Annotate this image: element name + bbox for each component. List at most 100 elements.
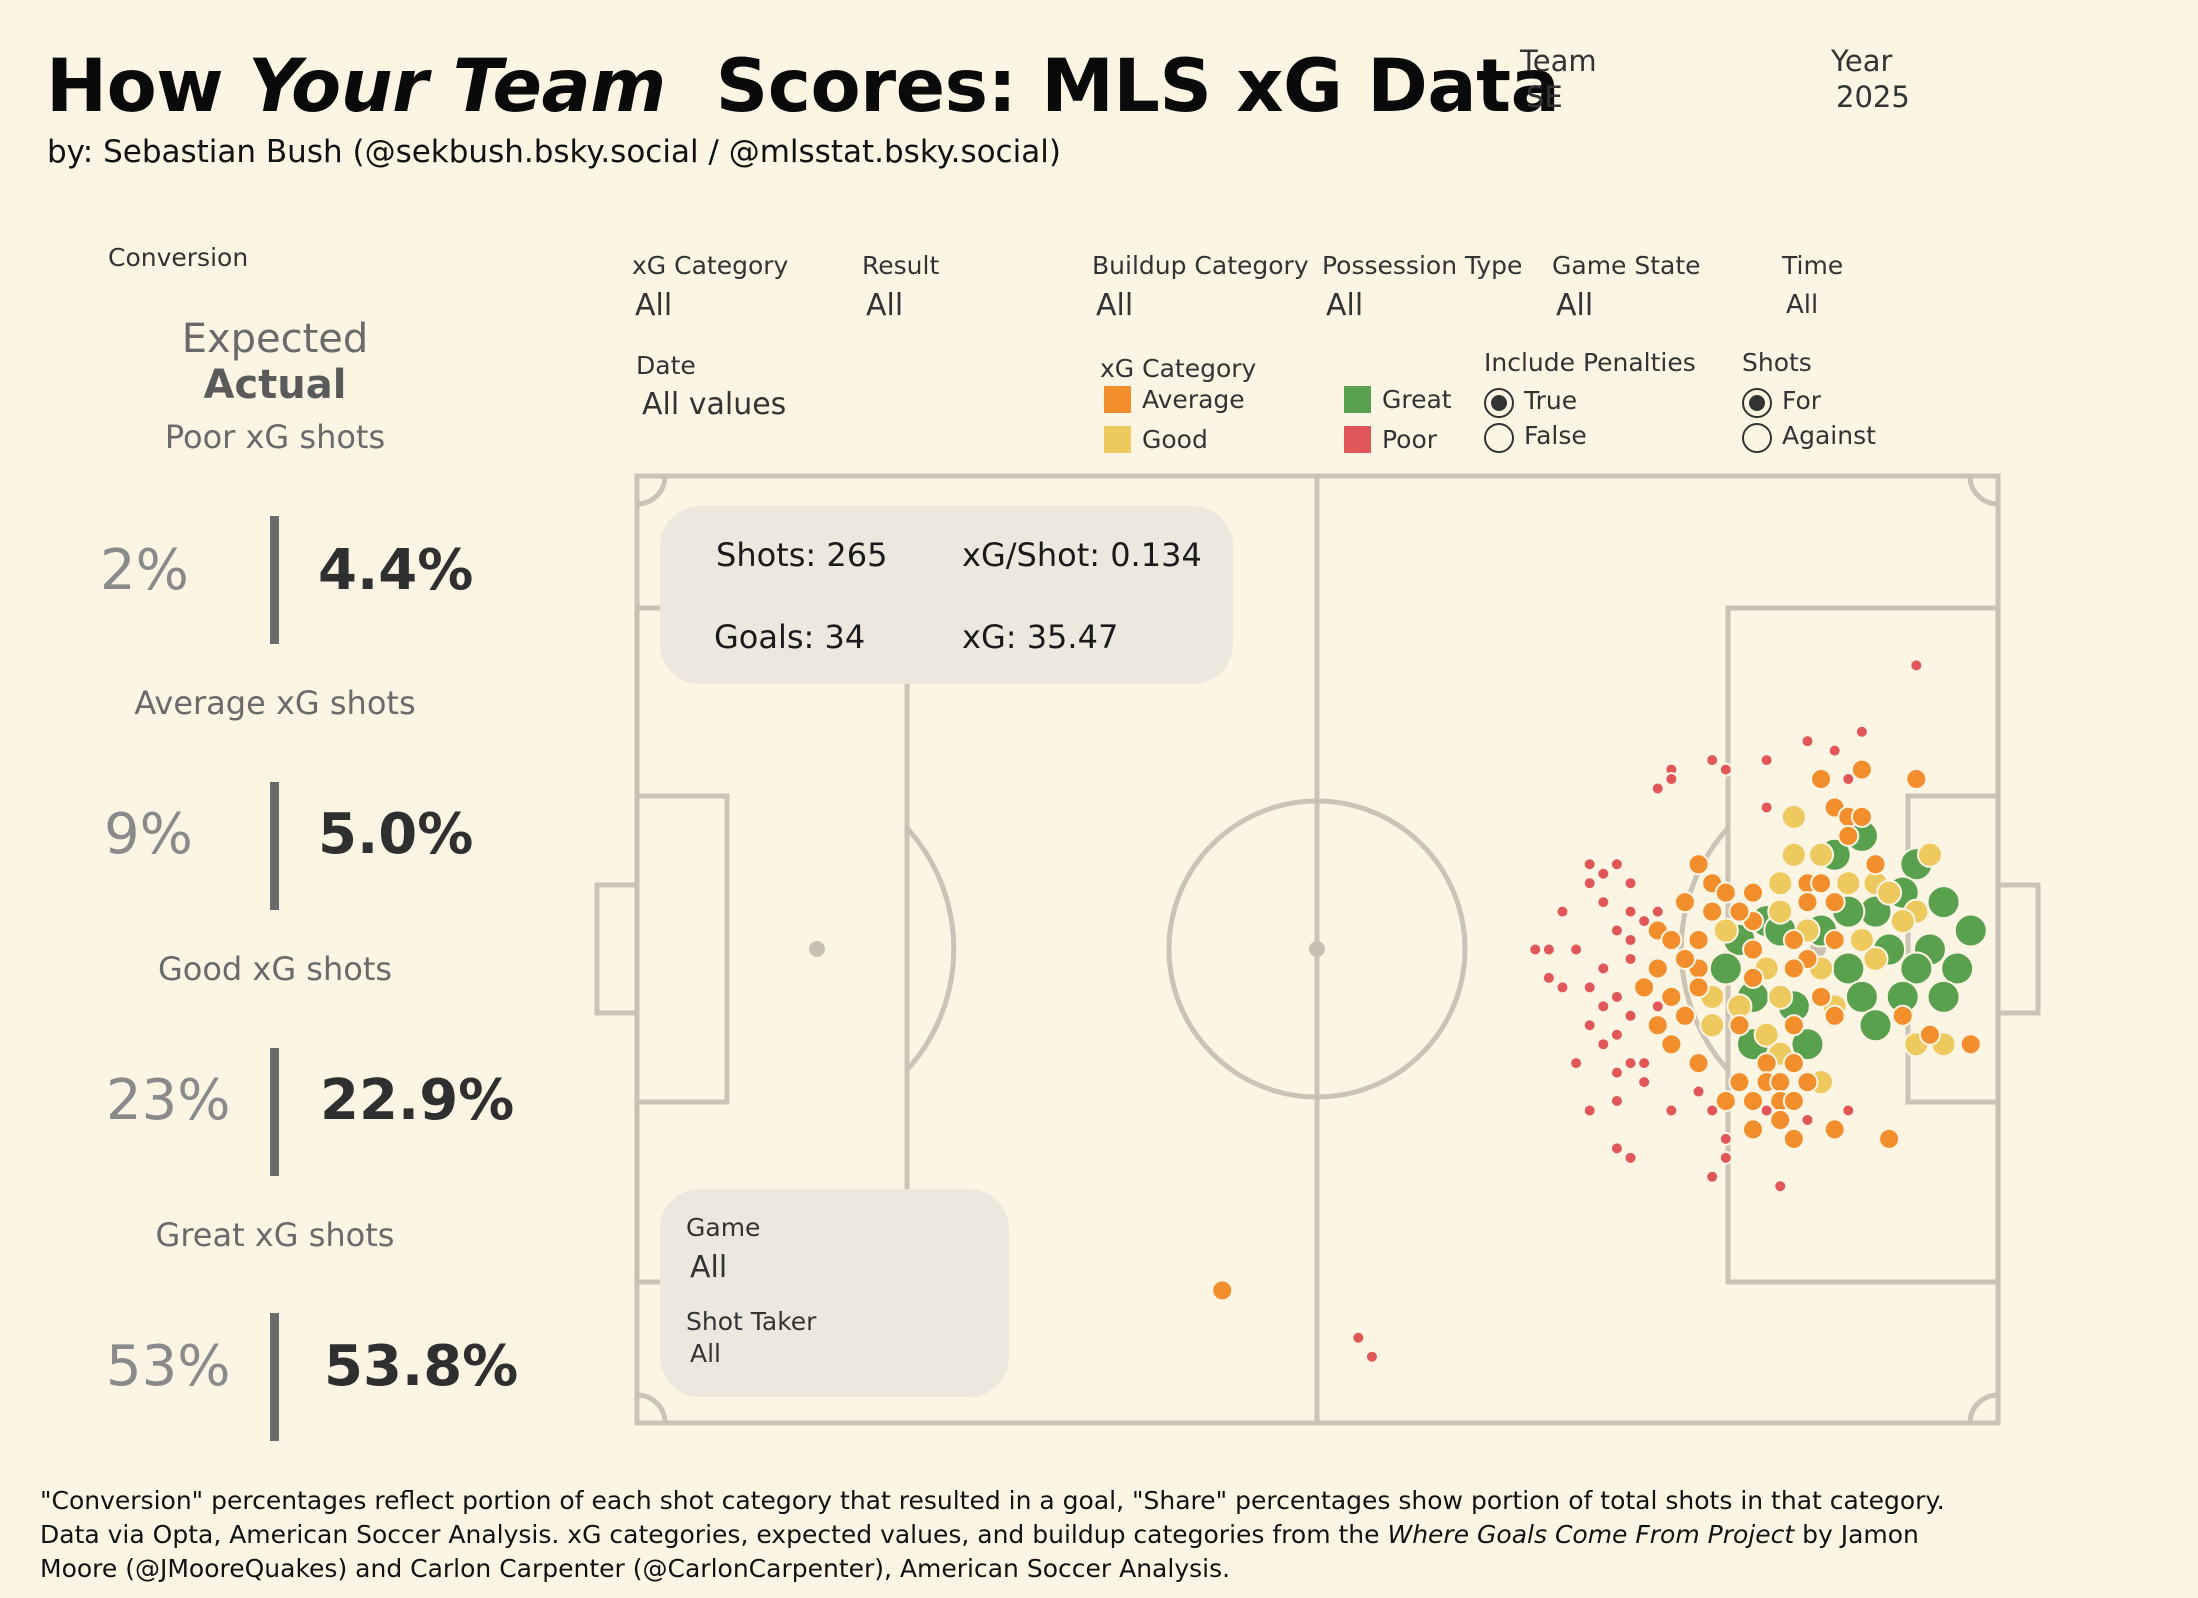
shot-point-poor[interactable]	[1623, 951, 1638, 966]
shot-point-poor[interactable]	[1718, 1131, 1733, 1146]
shot-point-good[interactable]	[1780, 803, 1807, 830]
shot-point-good[interactable]	[1862, 945, 1889, 972]
shot-point-poor[interactable]	[1827, 743, 1842, 758]
shot-point-average[interactable]	[1796, 1071, 1819, 1094]
shot-point-great[interactable]	[1899, 951, 1934, 986]
shot-point-average[interactable]	[1742, 966, 1765, 989]
shot-point-poor[interactable]	[1609, 1027, 1624, 1042]
shot-point-poor[interactable]	[1364, 1349, 1379, 1364]
shot-point-great[interactable]	[1926, 885, 1961, 920]
date-filter[interactable]: All values	[642, 387, 787, 422]
shot-point-poor[interactable]	[1609, 1141, 1624, 1156]
shot-point-average[interactable]	[1742, 1118, 1765, 1141]
shot-point-average[interactable]	[1850, 758, 1873, 781]
shot-point-poor[interactable]	[1705, 753, 1720, 768]
shot-point-good[interactable]	[1767, 983, 1794, 1010]
time-filter[interactable]: All	[1786, 290, 1819, 320]
shot-point-average[interactable]	[1633, 976, 1656, 999]
shot-point-poor[interactable]	[1650, 781, 1665, 796]
shot-point-average[interactable]	[1959, 1033, 1982, 1056]
shot-point-great[interactable]	[1926, 979, 1961, 1014]
shot-point-poor[interactable]	[1582, 857, 1597, 872]
game-filter[interactable]: All	[690, 1250, 728, 1285]
shot-point-average[interactable]	[1782, 1052, 1805, 1075]
shot-point-good[interactable]	[1889, 908, 1916, 935]
shot-point-poor[interactable]	[1609, 857, 1624, 872]
shot-point-poor[interactable]	[1623, 1150, 1638, 1165]
shots-for-label[interactable]: For	[1782, 386, 1822, 415]
shot-point-great[interactable]	[1858, 1008, 1893, 1043]
shot-point-great[interactable]	[1953, 913, 1988, 948]
shot-point-average[interactable]	[1796, 891, 1819, 914]
shot-point-poor[interactable]	[1623, 904, 1638, 919]
shot-point-poor[interactable]	[1800, 1112, 1815, 1127]
shot-point-poor[interactable]	[1541, 970, 1556, 985]
penalties-false-radio[interactable]	[1484, 423, 1514, 453]
shot-point-average[interactable]	[1823, 929, 1846, 952]
shot-point-poor[interactable]	[1582, 980, 1597, 995]
shot-point-average[interactable]	[1782, 929, 1805, 952]
possession-filter[interactable]: All	[1326, 288, 1364, 323]
shot-point-good[interactable]	[1712, 917, 1739, 944]
shot-point-poor[interactable]	[1609, 1065, 1624, 1080]
shot-point-average[interactable]	[1782, 1127, 1805, 1150]
shot-point-average[interactable]	[1660, 929, 1683, 952]
shot-point-poor[interactable]	[1596, 1037, 1611, 1052]
shot-point-poor[interactable]	[1637, 914, 1652, 929]
shot-point-average[interactable]	[1769, 1071, 1792, 1094]
shot-point-average[interactable]	[1782, 957, 1805, 980]
shot-point-poor[interactable]	[1582, 876, 1597, 891]
shot-point-poor[interactable]	[1637, 1056, 1652, 1071]
shot-point-poor[interactable]	[1609, 1094, 1624, 1109]
shot-point-poor[interactable]	[1609, 989, 1624, 1004]
shot-point-poor[interactable]	[1650, 904, 1665, 919]
shot-point-poor[interactable]	[1623, 876, 1638, 891]
shot-point-poor[interactable]	[1759, 1103, 1774, 1118]
shot-point-good[interactable]	[1767, 898, 1794, 925]
shot-point-average[interactable]	[1660, 1033, 1683, 1056]
shot-point-poor[interactable]	[1841, 1103, 1856, 1118]
shot-point-average[interactable]	[1646, 1014, 1669, 1037]
shot-point-poor[interactable]	[1596, 961, 1611, 976]
shot-point-average[interactable]	[1918, 1023, 1941, 1046]
shot-point-average[interactable]	[1810, 768, 1833, 791]
shot-point-average[interactable]	[1687, 929, 1710, 952]
shot-point-poor[interactable]	[1541, 942, 1556, 957]
shot-point-poor[interactable]	[1351, 1330, 1366, 1345]
result-filter[interactable]: All	[866, 288, 904, 323]
shot-point-good[interactable]	[1916, 841, 1943, 868]
shot-point-good[interactable]	[1780, 841, 1807, 868]
shot-point-poor[interactable]	[1637, 1075, 1652, 1090]
shot-point-average[interactable]	[1905, 768, 1928, 791]
shot-point-average[interactable]	[1701, 900, 1724, 923]
shot-point-average[interactable]	[1810, 872, 1833, 895]
shot-point-average[interactable]	[1769, 1108, 1792, 1131]
shots-for-radio[interactable]	[1742, 388, 1772, 418]
shot-point-great[interactable]	[1831, 951, 1866, 986]
shot-point-good[interactable]	[1876, 879, 1903, 906]
shot-point-average[interactable]	[1782, 1090, 1805, 1113]
shot-point-poor[interactable]	[1623, 933, 1638, 948]
shot-point-average[interactable]	[1891, 1004, 1914, 1027]
xg-category-filter[interactable]: All	[635, 288, 673, 323]
penalties-true-label[interactable]: True	[1524, 386, 1578, 415]
shot-point-poor[interactable]	[1582, 1018, 1597, 1033]
shot-point-poor[interactable]	[1623, 1008, 1638, 1023]
shot-point-poor[interactable]	[1528, 942, 1543, 957]
shot-point-average[interactable]	[1211, 1279, 1234, 1302]
shot-point-great[interactable]	[1844, 979, 1879, 1014]
shot-point-average[interactable]	[1742, 881, 1765, 904]
shot-point-poor[interactable]	[1664, 1103, 1679, 1118]
shot-point-good[interactable]	[1753, 1021, 1780, 1048]
shot-point-average[interactable]	[1742, 938, 1765, 961]
shot-point-poor[interactable]	[1759, 800, 1774, 815]
shot-point-average[interactable]	[1878, 1127, 1901, 1150]
shot-point-good[interactable]	[1848, 927, 1875, 954]
shot-point-poor[interactable]	[1596, 999, 1611, 1014]
shot-point-good[interactable]	[1808, 841, 1835, 868]
year-selector[interactable]: 2025	[1836, 80, 1910, 114]
shot-point-average[interactable]	[1687, 853, 1710, 876]
shot-point-poor[interactable]	[1800, 734, 1815, 749]
shot-point-average[interactable]	[1673, 1004, 1696, 1027]
shot-point-great[interactable]	[1790, 1027, 1825, 1062]
